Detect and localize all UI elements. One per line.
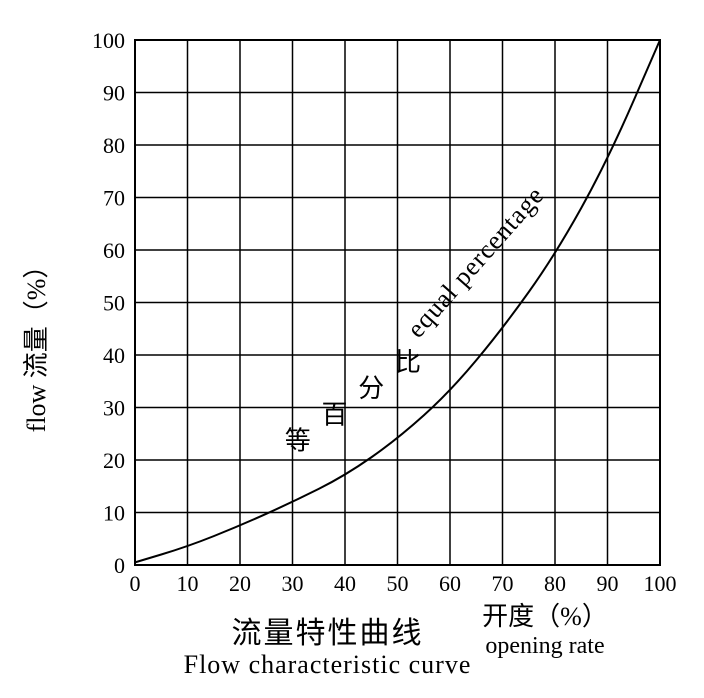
y-tick-label: 40	[103, 343, 125, 368]
chart-title-en: Flow characteristic curve	[184, 650, 472, 679]
x-tick-label: 20	[229, 571, 251, 596]
x-axis-label-en: opening rate	[485, 633, 604, 659]
y-tick-label: 80	[103, 133, 125, 158]
flow-characteristic-chart: 0 10 20 30 40 50 60 70 80 90 100 0 10 20 30 40 50 60 70 80 9…	[0, 0, 704, 698]
y-tick-label: 90	[103, 81, 125, 106]
x-tick-label: 100	[644, 571, 677, 596]
curve-label-cn-char: 分	[358, 374, 384, 403]
x-axis-label-cn: 开度（%）	[482, 602, 608, 631]
x-tick-label: 10	[177, 571, 199, 596]
y-tick-label: 20	[103, 448, 125, 473]
x-tick-label: 60	[439, 571, 461, 596]
y-tick-label: 10	[103, 501, 125, 526]
y-tick-label: 70	[103, 186, 125, 211]
x-tick-label: 50	[387, 571, 409, 596]
curve-label-cn-char: 比	[395, 348, 421, 377]
y-axis-label: flow 流量（%）	[22, 253, 51, 433]
y-tick-label: 30	[103, 396, 125, 421]
x-tick-label: 90	[597, 571, 619, 596]
x-tick-label: 0	[130, 571, 141, 596]
y-tick-label: 50	[103, 291, 125, 316]
chart-svg: 0 10 20 30 40 50 60 70 80 90 100 0 10 20 30 40 50 60 70 80 9…	[0, 0, 704, 698]
x-tick-label: 70	[492, 571, 514, 596]
curve-label-en: equal percentage	[401, 181, 550, 344]
x-tick-label: 30	[282, 571, 304, 596]
curve-label-cn-char: 百	[321, 400, 347, 429]
y-tick-label: 0	[114, 553, 125, 578]
y-tick-label: 100	[92, 28, 125, 53]
x-tick-label: 40	[334, 571, 356, 596]
curve-label-cn-char: 等	[285, 427, 311, 456]
chart-title-cn: 流量特性曲线	[232, 617, 424, 650]
x-tick-label: 80	[544, 571, 566, 596]
y-tick-label: 60	[103, 238, 125, 263]
